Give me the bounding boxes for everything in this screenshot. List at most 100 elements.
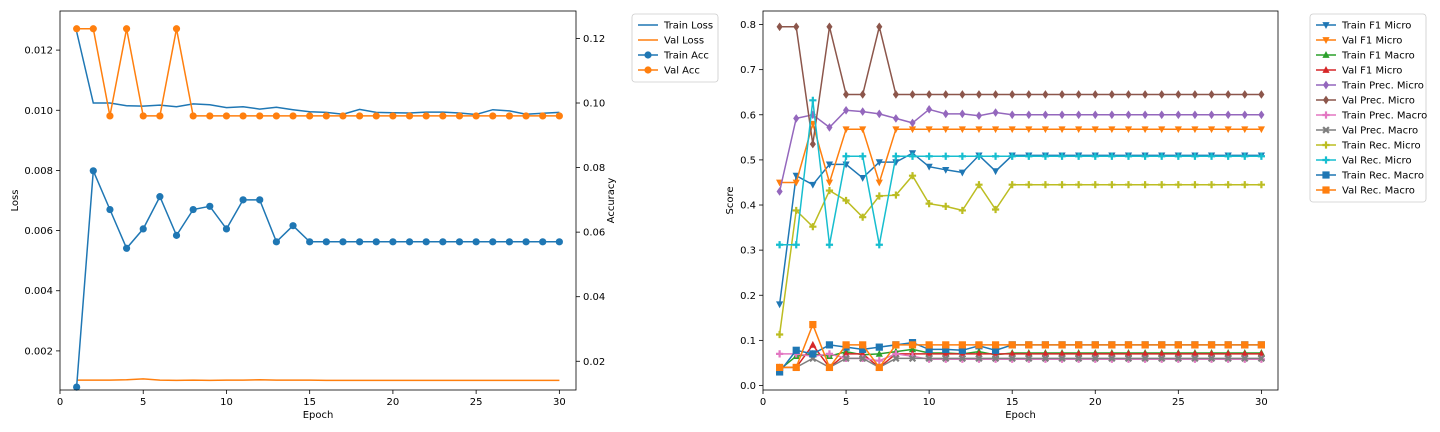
data-point bbox=[89, 25, 97, 33]
data-point bbox=[875, 357, 883, 365]
data-point bbox=[1108, 126, 1116, 134]
data-point bbox=[875, 363, 883, 372]
legend-marker bbox=[1322, 22, 1330, 29]
data-point bbox=[1191, 354, 1199, 363]
data-point bbox=[73, 383, 81, 391]
data-point bbox=[1207, 354, 1216, 363]
data-point bbox=[1224, 354, 1232, 363]
data-point bbox=[1174, 126, 1182, 134]
legend-label: Val Acc bbox=[664, 66, 700, 77]
data-point bbox=[942, 109, 949, 119]
data-point bbox=[1208, 110, 1215, 120]
data-point bbox=[206, 202, 214, 210]
data-point bbox=[975, 341, 983, 349]
data-point bbox=[1075, 181, 1083, 189]
data-point bbox=[1257, 152, 1265, 160]
data-point bbox=[892, 191, 900, 199]
data-point bbox=[875, 343, 883, 351]
data-point bbox=[1108, 341, 1116, 349]
data-point bbox=[1058, 341, 1066, 349]
data-point bbox=[991, 205, 1000, 214]
legend: Train F1 Micro Val F1 Micro Train F1 Macro… bbox=[1309, 13, 1427, 203]
data-point bbox=[1142, 110, 1149, 120]
data-point bbox=[908, 172, 917, 180]
data-point bbox=[139, 225, 147, 233]
data-point bbox=[1191, 90, 1198, 99]
data-point bbox=[372, 112, 380, 120]
data-point bbox=[942, 126, 950, 134]
data-point bbox=[1241, 341, 1249, 349]
legend-entry-val-rec-micro: Val Rec. Micro bbox=[1316, 156, 1412, 167]
data-point bbox=[991, 126, 1000, 134]
legend-label: Train Rec. Macro bbox=[1341, 171, 1424, 182]
legend-label: Val Prec. Macro bbox=[1342, 126, 1418, 137]
data-point bbox=[959, 90, 966, 99]
series-line-val-f1-micro bbox=[779, 343, 1262, 369]
data-point bbox=[1175, 90, 1182, 99]
legend-label: Val Rec. Macro bbox=[1342, 186, 1415, 197]
data-point bbox=[1125, 90, 1132, 99]
x-tick-label: 0 bbox=[57, 397, 63, 408]
data-point bbox=[892, 126, 900, 134]
data-point bbox=[1042, 110, 1049, 120]
data-point bbox=[1124, 341, 1133, 349]
data-point bbox=[1158, 126, 1166, 134]
series-train-prec-micro bbox=[776, 105, 1265, 196]
data-point bbox=[1091, 126, 1099, 134]
data-point bbox=[122, 25, 131, 33]
data-point bbox=[1074, 354, 1083, 363]
data-point bbox=[1257, 354, 1266, 363]
data-point bbox=[1158, 341, 1166, 349]
data-point bbox=[1058, 181, 1066, 189]
data-point bbox=[1041, 126, 1050, 134]
data-point bbox=[826, 22, 833, 32]
data-point bbox=[1207, 341, 1216, 349]
data-point bbox=[875, 159, 883, 167]
data-point bbox=[991, 152, 1000, 160]
legend-marker bbox=[1322, 37, 1330, 44]
data-point bbox=[925, 345, 933, 353]
data-point bbox=[1241, 181, 1249, 189]
data-point bbox=[1091, 354, 1099, 363]
legend-entry-train-rec-micro: Train Rec. Micro bbox=[1316, 141, 1421, 152]
data-point bbox=[842, 126, 850, 134]
data-point bbox=[106, 205, 114, 214]
data-point bbox=[1025, 110, 1032, 120]
series-val-prec-micro bbox=[776, 22, 1265, 149]
data-point bbox=[1041, 354, 1050, 363]
data-point bbox=[809, 139, 816, 149]
data-point bbox=[339, 112, 347, 120]
data-point bbox=[825, 363, 834, 372]
data-point bbox=[1108, 110, 1115, 120]
data-point bbox=[859, 213, 867, 221]
data-point bbox=[1142, 90, 1149, 99]
y-tick-label: 0.2 bbox=[740, 291, 756, 302]
series-line-train-rec-macro bbox=[779, 341, 1262, 373]
data-point bbox=[439, 112, 447, 120]
data-point bbox=[958, 346, 966, 354]
data-point bbox=[555, 112, 563, 120]
data-point bbox=[843, 105, 850, 115]
data-point bbox=[992, 108, 999, 117]
data-point bbox=[776, 350, 784, 358]
data-point bbox=[809, 96, 817, 104]
series-line-val-rec-macro bbox=[779, 322, 1262, 369]
data-point bbox=[892, 90, 899, 99]
data-point bbox=[222, 225, 231, 233]
data-point bbox=[1008, 341, 1016, 349]
data-point bbox=[842, 354, 850, 363]
legend-marker bbox=[1322, 186, 1330, 194]
legend-marker bbox=[1322, 66, 1330, 73]
data-point bbox=[505, 238, 514, 246]
x-tick-label: 10 bbox=[220, 397, 233, 408]
data-point bbox=[842, 196, 850, 205]
x-axis-label: Epoch bbox=[303, 410, 334, 421]
legend-entry-val-prec-micro: Val Prec. Micro bbox=[1316, 96, 1415, 107]
data-point bbox=[1008, 152, 1016, 160]
data-point bbox=[1125, 110, 1132, 120]
data-point bbox=[1191, 181, 1199, 189]
data-point bbox=[356, 238, 364, 246]
data-point bbox=[842, 341, 850, 349]
data-point bbox=[1225, 90, 1232, 99]
